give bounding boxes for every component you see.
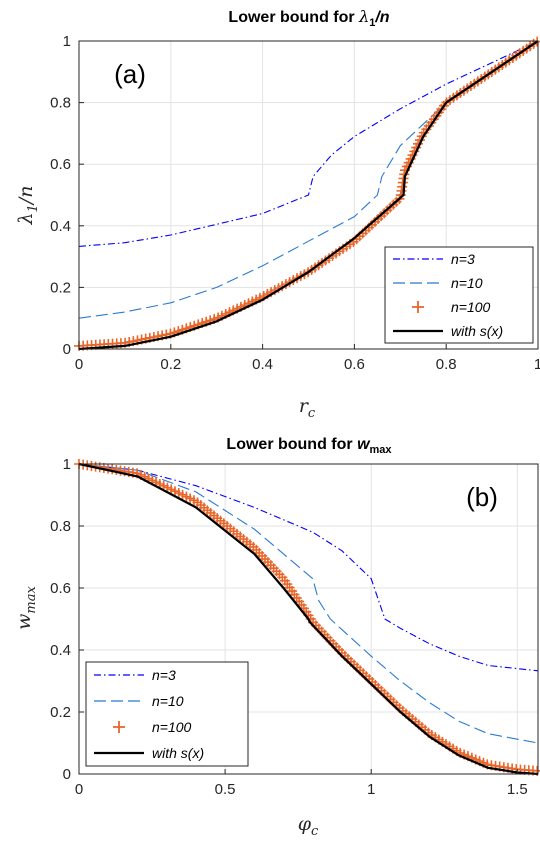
series-line-n10 [78, 463, 539, 744]
y-tick-label: 0.6 [50, 580, 71, 597]
legend-label: with s(x) [152, 745, 204, 761]
y-tick-label: 0.4 [50, 218, 71, 235]
x-tick-label: 1 [367, 781, 375, 798]
panel-label-a: (a) [114, 59, 146, 89]
panel-label-b: (b) [466, 482, 498, 512]
chart-panel-b: Lower bound for wmax 0 0.5 1 1.500.20.40.60… [13, 436, 540, 839]
x-tick-label: 0.5 [215, 781, 236, 798]
legend-label: n=100 [451, 299, 491, 315]
legend-marker [113, 721, 125, 733]
x-tick-label: 1.5 [507, 781, 528, 798]
x-tick-label: 0 [75, 781, 83, 798]
y-tick-label: 0.2 [50, 704, 71, 721]
axes-frame-a [78, 40, 539, 350]
x-tick-label: 0.6 [344, 356, 365, 373]
x-axis-label-b: φc [298, 813, 319, 839]
ticks-a: 0 0.2 0.4 0.6 0.8 1 0 0.2 0.4 0.6 0.8 1 [50, 33, 540, 373]
series-line-n3 [78, 40, 539, 247]
y-tick-label: 0.2 [50, 279, 71, 296]
y-tick-label: 0.8 [50, 95, 71, 112]
x-tick-label: 0.2 [160, 356, 181, 373]
x-tick-label: 0.8 [436, 356, 457, 373]
x-axis-label-a: rc [299, 395, 316, 421]
y-axis-label-a: λ1/n [15, 186, 41, 226]
chart-title-a: Lower bound for λ1/n [228, 7, 389, 29]
legend-box [384, 246, 534, 344]
series-line-withsx [78, 40, 539, 351]
legend-b: n=3 n=10 n=100 with s(x) [85, 661, 249, 767]
legend-box [85, 661, 249, 767]
chart-title-b: Lower bound for wmax [226, 436, 392, 456]
plot-area-a [74, 36, 540, 351]
legend-label: n=3 [152, 667, 176, 683]
legend-label: n=3 [451, 251, 475, 267]
y-tick-label: 1 [63, 456, 71, 473]
series-line-n3 [78, 463, 539, 672]
plot-area-b [74, 459, 540, 776]
x-tick-label: 1 [534, 356, 540, 373]
y-tick-label: 1 [63, 33, 71, 50]
legend-label: n=10 [152, 693, 184, 709]
x-tick-label: 0.4 [252, 356, 273, 373]
legend-label: n=10 [451, 275, 483, 291]
legend-marker [412, 301, 424, 313]
y-axis-label-b: wmax [13, 586, 39, 630]
legend-label: with s(x) [451, 323, 503, 339]
y-tick-label: 0.6 [50, 156, 71, 173]
chart-panel-a: Lower bound for λ1/n 0 0.2 0.4 0.6 0.8 100.20… [15, 7, 540, 421]
x-tick-label: 0 [75, 356, 83, 373]
axes-frame-b [78, 463, 539, 775]
ticks-b: 0 0.5 1 1.5 0 0.2 0.4 0.6 0.8 1 [50, 456, 528, 798]
legend-label: n=100 [152, 719, 192, 735]
y-tick-label: 0.8 [50, 518, 71, 535]
y-tick-label: 0 [63, 341, 71, 358]
series-line-withsx [78, 462, 539, 776]
y-tick-label: 0 [63, 766, 71, 783]
legend-a: n=3 n=10 n=100 with s(x) [384, 246, 534, 344]
y-tick-label: 0.4 [50, 642, 71, 659]
